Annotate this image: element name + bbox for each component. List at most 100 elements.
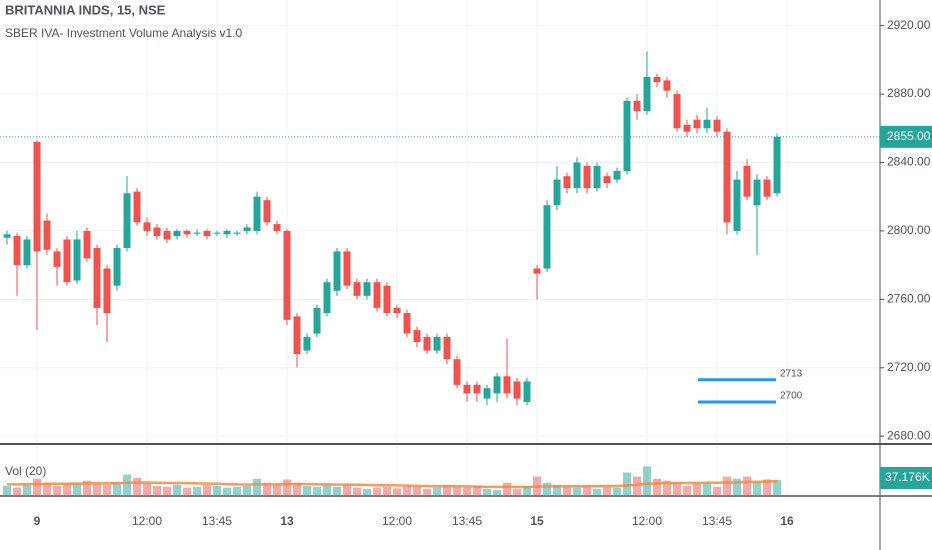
candle-body (63, 239, 71, 283)
candle-body (383, 285, 391, 314)
candle-body (563, 176, 571, 189)
volume-bar (163, 486, 171, 495)
candle-body (363, 282, 371, 296)
candle-body (573, 162, 581, 189)
candle-body (723, 131, 731, 223)
candle-body (233, 232, 241, 234)
candle-body (743, 165, 751, 197)
volume-bar (103, 484, 111, 495)
candle-body (3, 234, 11, 238)
candle-body (673, 94, 681, 129)
candle-body (773, 136, 781, 194)
candle-body (203, 230, 211, 237)
volume-bar (263, 482, 271, 495)
volume-bar (773, 479, 781, 495)
volume-bar (383, 486, 391, 495)
volume-bar (323, 484, 331, 495)
candle-body (523, 381, 531, 402)
volume-legend: Vol (20) (5, 464, 46, 478)
candle-body (453, 359, 461, 385)
x-tick-label: 13:45 (202, 514, 232, 528)
volume-bar (13, 487, 21, 495)
volume-badge-label: 37.176K (885, 470, 930, 484)
volume-bar (343, 483, 351, 495)
volume-bar (463, 487, 471, 495)
volume-bar (663, 480, 671, 495)
candle-body (143, 222, 151, 231)
candle-body (33, 141, 41, 252)
volume-bar (203, 485, 211, 495)
candle-body (153, 227, 161, 237)
volume-bar (393, 488, 401, 495)
volume-bar (233, 486, 241, 495)
candle-body (473, 384, 481, 394)
candle-body (373, 282, 381, 308)
y-tick-label: 2800.00 (887, 223, 931, 237)
candle-body (553, 179, 561, 206)
candle-body (313, 307, 321, 334)
candle-body (343, 251, 351, 286)
volume-bar (613, 487, 621, 495)
level-label: 2713 (780, 368, 803, 379)
volume-bar (483, 488, 491, 495)
volume-bar (353, 487, 361, 495)
volume-bar (283, 479, 291, 495)
x-tick-label: 13 (280, 514, 294, 528)
grid (0, 0, 880, 495)
x-tick-label: 15 (530, 514, 544, 528)
volume-bar (3, 486, 11, 495)
candle-body (73, 239, 81, 281)
candle-body (623, 100, 631, 172)
y-tick-label: 2760.00 (887, 291, 931, 305)
candle-body (433, 336, 441, 351)
candle-body (183, 230, 191, 235)
y-tick-label: 2720.00 (887, 360, 931, 374)
candle-body (593, 165, 601, 189)
volume-bar (413, 486, 421, 495)
candle-body (193, 232, 201, 234)
y-tick-label: 2680.00 (887, 428, 931, 442)
volume-bar (73, 482, 81, 495)
candle-body (113, 248, 121, 286)
candle-body (663, 80, 671, 91)
candle-body (483, 388, 491, 399)
volume-bar (603, 486, 611, 495)
volume-bar (273, 484, 281, 495)
volume-bar (553, 484, 561, 495)
candle-body (733, 179, 741, 231)
volume-bar (583, 486, 591, 495)
x-tick-label: 9 (34, 514, 41, 528)
y-tick-label: 2840.00 (887, 155, 931, 169)
volume-bar (593, 488, 601, 495)
candle-body (353, 282, 361, 296)
level-label: 2700 (780, 391, 803, 402)
x-tick-label: 12:00 (132, 514, 162, 528)
candle-body (123, 193, 131, 249)
y-tick-label: 2880.00 (887, 86, 931, 100)
volume-bar (243, 486, 251, 495)
volume-bar (183, 487, 191, 495)
candle-body (163, 230, 171, 240)
volume-bar (193, 486, 201, 495)
volume-ma-line (7, 480, 778, 489)
candle-body (533, 268, 541, 274)
volume-bar (423, 488, 431, 495)
volume-bar (723, 476, 731, 495)
volume-bar (433, 487, 441, 495)
candle-body (283, 230, 291, 320)
candle-body (683, 124, 691, 132)
candle-body (463, 384, 471, 394)
candle-body (333, 251, 341, 291)
volume-bar (623, 472, 631, 495)
candle-body (543, 205, 551, 269)
volume-bar (673, 482, 681, 495)
volume-bar (373, 487, 381, 495)
x-tick-label: 12:00 (382, 514, 412, 528)
volume-bar (543, 482, 551, 495)
candle-body (213, 232, 221, 234)
volume-badge (880, 467, 932, 489)
candle-body (423, 336, 431, 351)
candle-body (53, 251, 61, 267)
